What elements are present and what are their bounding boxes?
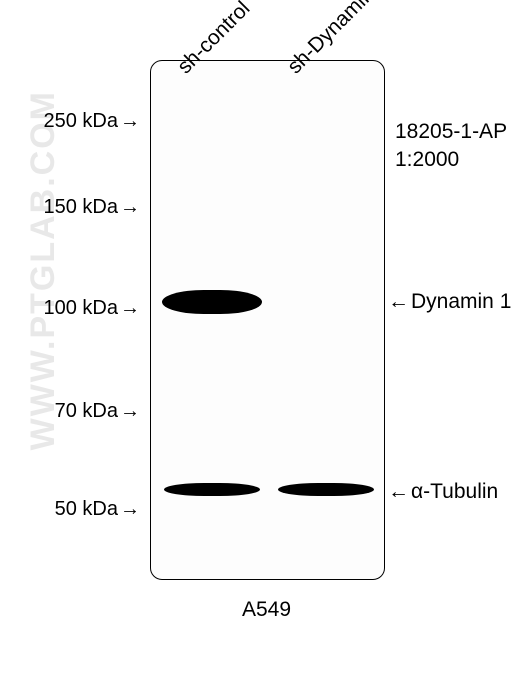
antibody-info: 18205-1-AP 1:2000 — [395, 118, 507, 175]
mw-label-50: 50 kDa→ — [0, 498, 140, 521]
mw-text: 50 kDa — [55, 498, 118, 520]
mw-text: 250 kDa — [44, 110, 119, 132]
cell-line-label: A549 — [242, 598, 291, 622]
band-dynamin1-control — [162, 290, 262, 314]
band-tubulin-knockdown — [278, 483, 374, 496]
arrow-right-icon: → — [120, 498, 140, 521]
blot-membrane — [150, 60, 385, 580]
watermark-text: WWW.PTGLAB.COM — [24, 90, 63, 450]
mw-text: 70 kDa — [55, 400, 118, 422]
band-label-dynamin1: ←Dynamin 1 — [388, 290, 511, 314]
arrow-right-icon: → — [120, 297, 140, 320]
protein-name: α-Tubulin — [411, 480, 498, 503]
arrow-left-icon: ← — [388, 480, 409, 504]
arrow-right-icon: → — [120, 110, 140, 133]
mw-label-100: 100 kDa→ — [0, 297, 140, 320]
arrow-left-icon: ← — [388, 290, 409, 314]
mw-label-250: 250 kDa→ — [0, 110, 140, 133]
antibody-dilution: 1:2000 — [395, 146, 507, 174]
mw-label-150: 150 kDa→ — [0, 196, 140, 219]
band-label-tubulin: ←α-Tubulin — [388, 480, 498, 504]
band-tubulin-control — [164, 483, 260, 496]
mw-text: 150 kDa — [44, 196, 119, 218]
arrow-right-icon: → — [120, 196, 140, 219]
mw-label-70: 70 kDa→ — [0, 400, 140, 423]
antibody-catalog: 18205-1-AP — [395, 118, 507, 146]
protein-name: Dynamin 1 — [411, 290, 511, 313]
arrow-right-icon: → — [120, 400, 140, 423]
blot-figure: WWW.PTGLAB.COM sh-control sh-Dynamin 1 2… — [0, 0, 520, 680]
mw-text: 100 kDa — [44, 297, 119, 319]
